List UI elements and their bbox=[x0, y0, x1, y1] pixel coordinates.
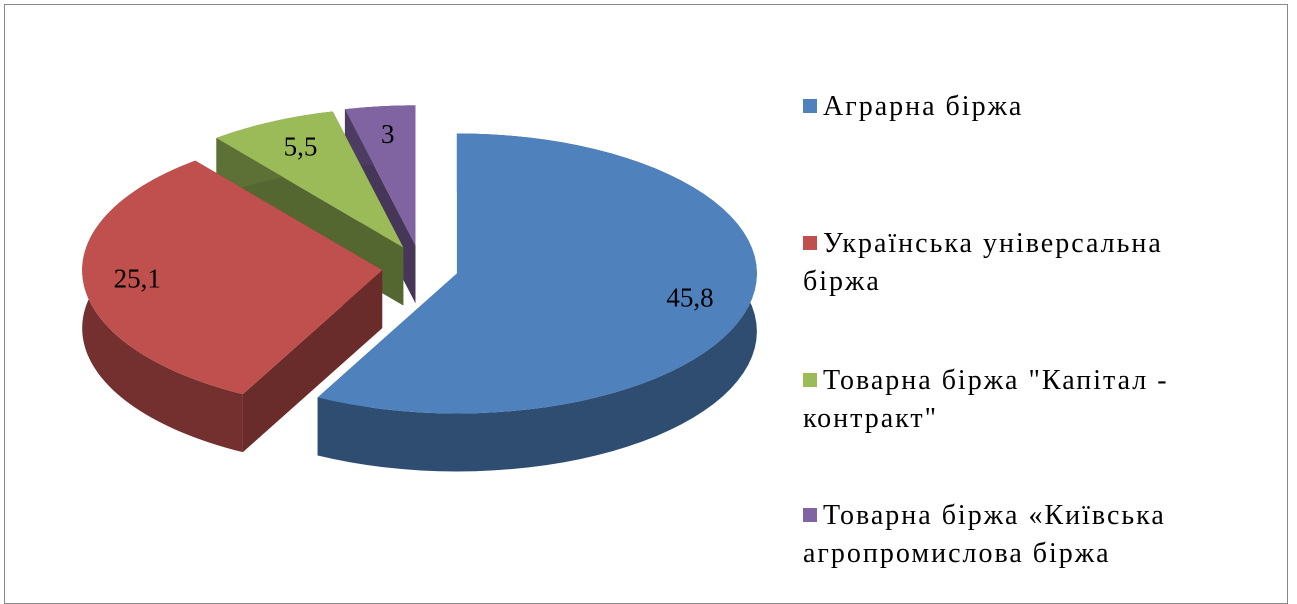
pie-slice bbox=[317, 133, 757, 472]
slice-top bbox=[317, 133, 757, 414]
legend-label: Українська універсальна біржа bbox=[803, 228, 1163, 297]
legend-label: Товарна біржа «Київська агропромислова б… bbox=[803, 500, 1166, 569]
legend-label: Аграрна біржа bbox=[823, 91, 1024, 122]
data-label: 25,1 bbox=[114, 263, 161, 293]
slice-top bbox=[344, 105, 416, 246]
slice-cut-face bbox=[242, 270, 383, 453]
pie-slice bbox=[82, 160, 383, 453]
pie-area: 3 5,5 25,1 45,8 bbox=[82, 105, 757, 472]
data-label: 45,8 bbox=[666, 282, 713, 312]
legend-swatch bbox=[803, 373, 817, 387]
legend-entry: Товарна біржа "Капітал - контракт" bbox=[803, 362, 1243, 438]
slice-top bbox=[216, 111, 404, 248]
data-label: 5,5 bbox=[284, 132, 318, 162]
chart: 3 5,5 25,1 45,8 Аграрна біржа Українська уні… bbox=[4, 4, 1288, 604]
legend-swatch bbox=[803, 99, 817, 113]
slice-top bbox=[82, 160, 383, 395]
legend-label: Товарна біржа "Капітал - контракт" bbox=[803, 365, 1169, 434]
legend-swatch bbox=[803, 508, 817, 522]
data-label: 3 bbox=[381, 119, 395, 149]
legend-entry: Українська універсальна біржа bbox=[803, 225, 1243, 301]
legend-swatch bbox=[803, 236, 817, 250]
legend-entry: Товарна біржа «Київська агропромислова б… bbox=[803, 497, 1243, 573]
legend-entry: Аграрна біржа bbox=[803, 88, 1243, 126]
